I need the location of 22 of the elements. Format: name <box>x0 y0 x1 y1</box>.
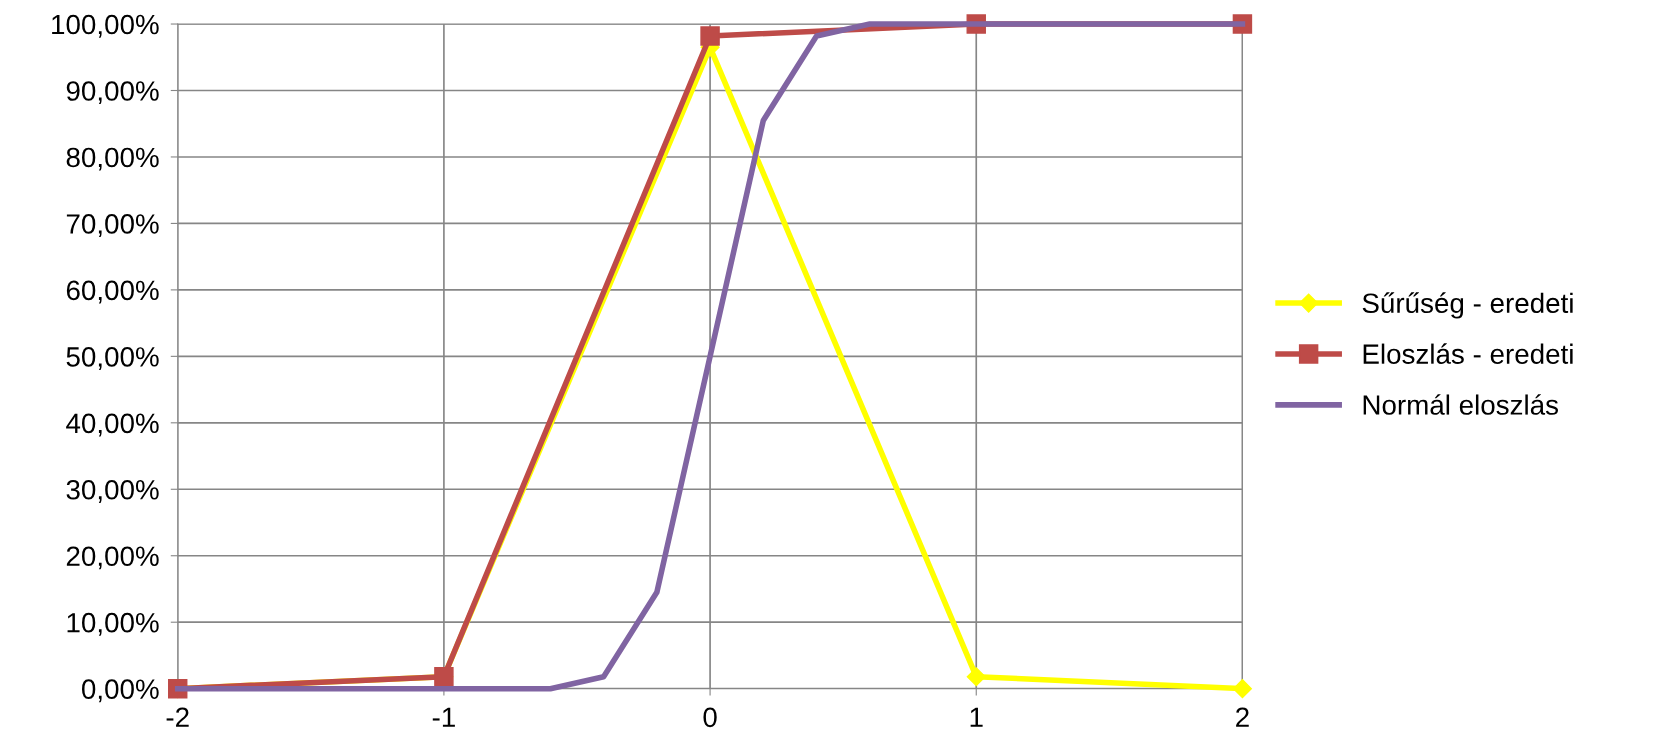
y-tick-label: 10,00% <box>67 612 159 636</box>
point <box>966 667 986 687</box>
y-tick-label: 70,00% <box>66 214 159 238</box>
y-tick-label: 90,00% <box>66 81 159 105</box>
legend-label: Sűrűség - eredeti <box>1362 292 1573 319</box>
y-tick-label: 100,00% <box>52 14 159 38</box>
y-tick-label: 30,00% <box>66 479 159 503</box>
y-tick-label: 40,00% <box>66 413 159 437</box>
legend-label: Eloszlás - eredeti <box>1363 343 1573 364</box>
point <box>1232 679 1252 699</box>
x-tick-label: -2 <box>166 707 189 727</box>
point <box>700 26 720 46</box>
x-tick-label: 1 <box>970 707 983 727</box>
y-tick-label: 20,00% <box>66 546 159 570</box>
legend-label: Normál eloszlás <box>1363 394 1558 415</box>
y-tick-label: 80,00% <box>66 147 159 171</box>
y-tick-label: 60,00% <box>66 280 159 304</box>
y-tick-label: 0,00% <box>82 679 159 703</box>
x-tick-label: 0 <box>703 707 717 728</box>
x-tick-label: -1 <box>432 707 455 727</box>
y-tick-label: 50,00% <box>66 347 159 370</box>
x-tick-label: 2 <box>1236 707 1249 727</box>
